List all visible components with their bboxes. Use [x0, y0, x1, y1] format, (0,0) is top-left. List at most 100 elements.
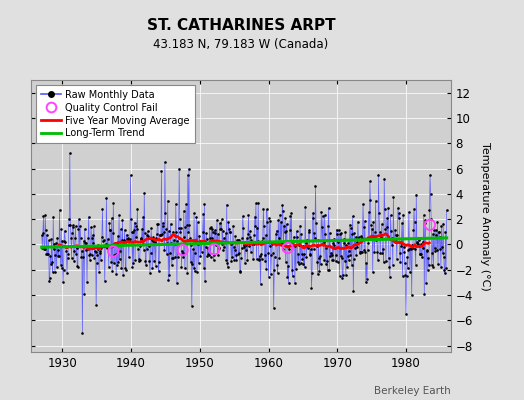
Point	[303, 237, 311, 243]
Point	[52, 264, 61, 270]
Point	[93, 251, 102, 258]
Point	[81, 240, 90, 246]
Point	[233, 236, 241, 243]
Point	[344, 240, 352, 246]
Point	[46, 252, 54, 259]
Point	[186, 235, 194, 241]
Point	[379, 246, 387, 252]
Point	[198, 239, 206, 245]
Point	[198, 248, 206, 255]
Point	[263, 218, 271, 225]
Point	[259, 234, 267, 241]
Point	[338, 275, 346, 281]
Point	[170, 237, 178, 244]
Point	[230, 244, 238, 250]
Point	[137, 236, 146, 242]
Point	[64, 250, 72, 257]
Point	[389, 194, 398, 200]
Point	[106, 227, 114, 234]
Point	[312, 220, 320, 226]
Point	[182, 201, 190, 207]
Point	[211, 230, 220, 236]
Point	[214, 231, 222, 237]
Point	[130, 226, 138, 233]
Point	[312, 243, 321, 250]
Point	[231, 233, 239, 240]
Point	[416, 251, 424, 258]
Point	[94, 246, 103, 252]
Point	[104, 242, 112, 248]
Point	[358, 235, 367, 242]
Point	[121, 226, 129, 233]
Point	[85, 257, 94, 263]
Point	[311, 235, 319, 241]
Point	[382, 258, 390, 264]
Point	[359, 201, 367, 208]
Point	[85, 251, 93, 258]
Point	[120, 236, 128, 243]
Point	[169, 228, 177, 235]
Point	[56, 206, 64, 213]
Point	[303, 243, 312, 249]
Point	[263, 206, 271, 212]
Point	[241, 260, 249, 266]
Point	[245, 233, 254, 240]
Point	[342, 272, 350, 278]
Point	[288, 273, 297, 280]
Point	[424, 255, 432, 262]
Point	[276, 212, 284, 218]
Point	[72, 251, 80, 257]
Point	[310, 230, 319, 236]
Point	[304, 245, 312, 251]
Point	[207, 224, 215, 230]
Point	[123, 236, 132, 242]
Point	[268, 241, 276, 247]
Point	[337, 230, 345, 236]
Point	[90, 223, 98, 230]
Point	[441, 270, 449, 276]
Point	[68, 230, 77, 236]
Point	[155, 268, 163, 274]
Point	[116, 226, 125, 232]
Point	[415, 243, 423, 250]
Point	[154, 221, 162, 228]
Point	[300, 264, 309, 270]
Point	[335, 272, 344, 279]
Point	[272, 227, 281, 234]
Point	[111, 240, 119, 246]
Point	[255, 257, 264, 263]
Point	[369, 219, 377, 225]
Point	[185, 165, 193, 172]
Point	[82, 247, 90, 254]
Point	[132, 223, 140, 230]
Point	[373, 236, 381, 242]
Point	[149, 238, 157, 244]
Point	[350, 256, 358, 262]
Point	[319, 213, 327, 219]
Point	[225, 226, 233, 232]
Point	[324, 223, 332, 230]
Point	[210, 257, 218, 263]
Point	[38, 244, 47, 251]
Point	[431, 248, 439, 254]
Point	[243, 235, 251, 241]
Point	[183, 270, 191, 276]
Point	[288, 267, 296, 274]
Point	[96, 248, 104, 254]
Point	[325, 230, 334, 236]
Point	[135, 258, 143, 265]
Point	[163, 197, 172, 204]
Point	[44, 250, 52, 257]
Point	[142, 262, 150, 268]
Point	[177, 225, 185, 231]
Point	[109, 248, 117, 255]
Point	[138, 226, 146, 232]
Point	[278, 240, 286, 246]
Point	[244, 212, 253, 218]
Point	[195, 237, 204, 244]
Point	[99, 206, 107, 212]
Point	[245, 243, 253, 250]
Point	[322, 244, 331, 251]
Point	[435, 246, 444, 252]
Point	[342, 242, 351, 248]
